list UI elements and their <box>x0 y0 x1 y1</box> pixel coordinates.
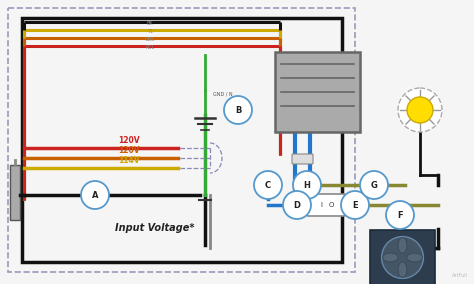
Text: GND / N: GND / N <box>213 91 233 96</box>
Text: ArtFull: ArtFull <box>452 273 468 278</box>
Text: O: O <box>328 202 334 208</box>
FancyBboxPatch shape <box>307 194 346 216</box>
Circle shape <box>398 88 442 132</box>
Text: Input Voltage*: Input Voltage* <box>115 223 195 233</box>
Text: A: A <box>92 191 98 199</box>
FancyBboxPatch shape <box>370 230 435 284</box>
Text: RCL: RCL <box>146 45 155 50</box>
Text: F: F <box>397 210 403 220</box>
FancyBboxPatch shape <box>292 154 313 164</box>
Circle shape <box>254 171 282 199</box>
Text: D: D <box>293 201 301 210</box>
Text: OBS: OBS <box>145 37 155 42</box>
Circle shape <box>382 237 423 278</box>
FancyBboxPatch shape <box>275 52 360 132</box>
Circle shape <box>283 191 311 219</box>
Text: BK: BK <box>146 21 153 26</box>
Text: 120V: 120V <box>118 136 140 145</box>
Text: I: I <box>320 202 322 208</box>
Circle shape <box>360 171 388 199</box>
Ellipse shape <box>398 238 407 253</box>
Text: B: B <box>235 105 241 114</box>
Text: C: C <box>265 181 271 189</box>
Circle shape <box>81 181 109 209</box>
Ellipse shape <box>398 262 407 277</box>
Text: 114V: 114V <box>118 156 140 165</box>
Ellipse shape <box>383 253 398 262</box>
Text: E: E <box>352 201 358 210</box>
Circle shape <box>293 171 321 199</box>
FancyBboxPatch shape <box>10 165 20 220</box>
Text: H: H <box>303 181 310 189</box>
Circle shape <box>341 191 369 219</box>
Text: T1: T1 <box>147 29 153 34</box>
Circle shape <box>224 96 252 124</box>
Text: 120V: 120V <box>118 146 140 155</box>
Circle shape <box>407 97 433 123</box>
Ellipse shape <box>407 253 422 262</box>
Circle shape <box>386 201 414 229</box>
Text: G: G <box>371 181 377 189</box>
